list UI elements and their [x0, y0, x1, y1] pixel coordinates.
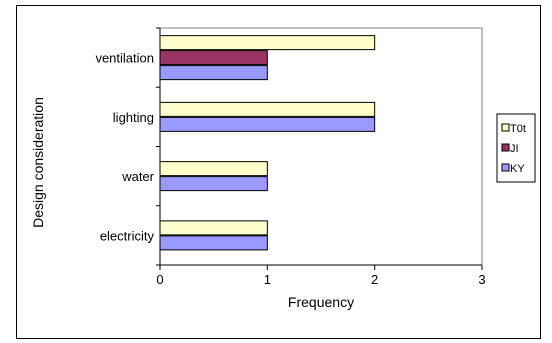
y-axis-title: Design consideration [30, 97, 46, 228]
bar-t0t-lighting [159, 101, 376, 117]
category-label-ventilation: ventilation [95, 51, 154, 66]
bar-t0t-water [159, 161, 268, 177]
legend: T0t JI KY [496, 113, 536, 183]
bar-ky-electricity [159, 235, 268, 251]
legend-swatch-ky [501, 163, 510, 172]
bar-ky-ventilation [159, 65, 268, 81]
x-tick-label: 0 [156, 272, 163, 287]
bars-layer [159, 35, 376, 251]
legend-swatch-ji [501, 143, 510, 152]
chart-area [16, 5, 541, 339]
ticks-layer: ventilation lighting water electricity 0 1 2 3 [95, 27, 486, 287]
x-tick-label: 3 [478, 272, 485, 287]
legend-label-t0t: T0t [510, 123, 526, 135]
x-tick-label: 1 [264, 272, 271, 287]
legend-swatch-t0t [501, 123, 510, 132]
category-label-lighting: lighting [113, 110, 154, 125]
bar-ky-lighting [159, 116, 376, 132]
legend-label-ky: KY [510, 163, 525, 175]
bar-t0t-electricity [159, 220, 268, 236]
x-tick-label: 2 [371, 272, 378, 287]
bar-t0t-ventilation [159, 35, 376, 51]
bar-ky-water [159, 176, 268, 192]
legend-label-ji: JI [510, 143, 519, 155]
x-axis-title: Frequency [288, 294, 354, 310]
bar-ji-ventilation [159, 50, 268, 66]
category-label-electricity: electricity [100, 228, 155, 243]
category-label-water: water [121, 169, 154, 184]
